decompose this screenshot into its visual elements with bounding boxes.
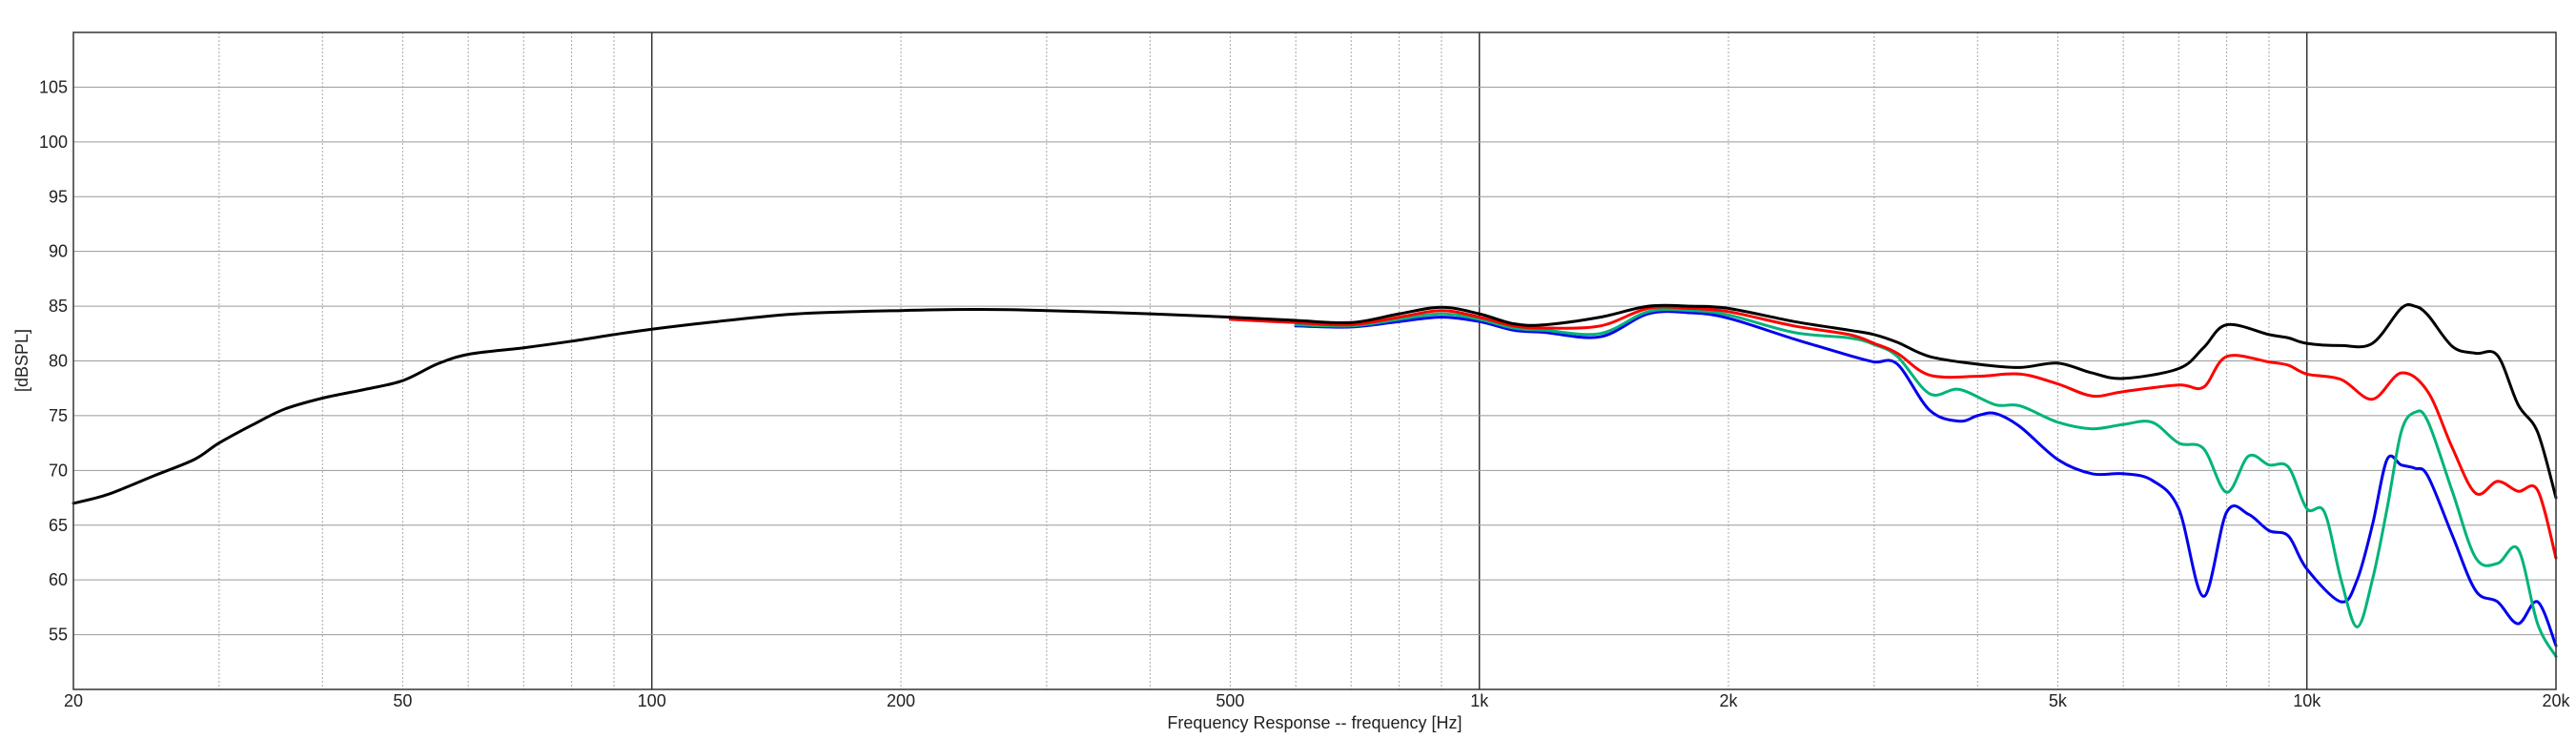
x-tick-label: 2k bbox=[1719, 691, 1738, 710]
y-tick-label: 85 bbox=[49, 297, 68, 316]
x-tick-label: 20 bbox=[64, 691, 83, 710]
y-tick-label: 65 bbox=[49, 516, 68, 535]
y-tick-label: 95 bbox=[49, 187, 68, 206]
series-line-blue bbox=[1294, 310, 2558, 647]
x-tick-label: 200 bbox=[887, 691, 915, 710]
series-line-green bbox=[1294, 308, 2558, 658]
plot-border bbox=[72, 31, 2557, 690]
series-line-black bbox=[72, 302, 2558, 505]
y-tick-label: 70 bbox=[49, 461, 68, 480]
x-axis-title: Frequency Response -- frequency [Hz] bbox=[1167, 713, 1462, 732]
y-tick-label: 60 bbox=[49, 570, 68, 589]
x-tick-label: 500 bbox=[1216, 691, 1244, 710]
x-tick-label: 10k bbox=[2293, 691, 2321, 710]
y-tick-label: 80 bbox=[49, 352, 68, 371]
x-tick-label: 1k bbox=[1470, 691, 1489, 710]
series-layer bbox=[72, 302, 2558, 658]
x-tick-labels: 20 50 100 200 500 1k 2k 5k 10k 20k bbox=[64, 691, 2571, 710]
y-axis-title: [dBSPL] bbox=[12, 329, 31, 392]
x-tick-label: 100 bbox=[638, 691, 666, 710]
series-line-red bbox=[1228, 305, 2558, 560]
x-tick-label: 5k bbox=[2049, 691, 2068, 710]
x-tick-label: 20k bbox=[2542, 691, 2570, 710]
y-tick-label: 75 bbox=[49, 406, 68, 425]
y-tick-label: 55 bbox=[49, 626, 68, 645]
gridlines-y bbox=[73, 86, 2556, 636]
y-tick-labels: 55 60 65 70 75 80 85 90 95 100 105 bbox=[39, 77, 68, 644]
y-tick-label: 105 bbox=[39, 77, 68, 96]
x-tick-label: 50 bbox=[393, 691, 412, 710]
y-tick-label: 100 bbox=[39, 133, 68, 152]
y-tick-label: 90 bbox=[49, 242, 68, 261]
